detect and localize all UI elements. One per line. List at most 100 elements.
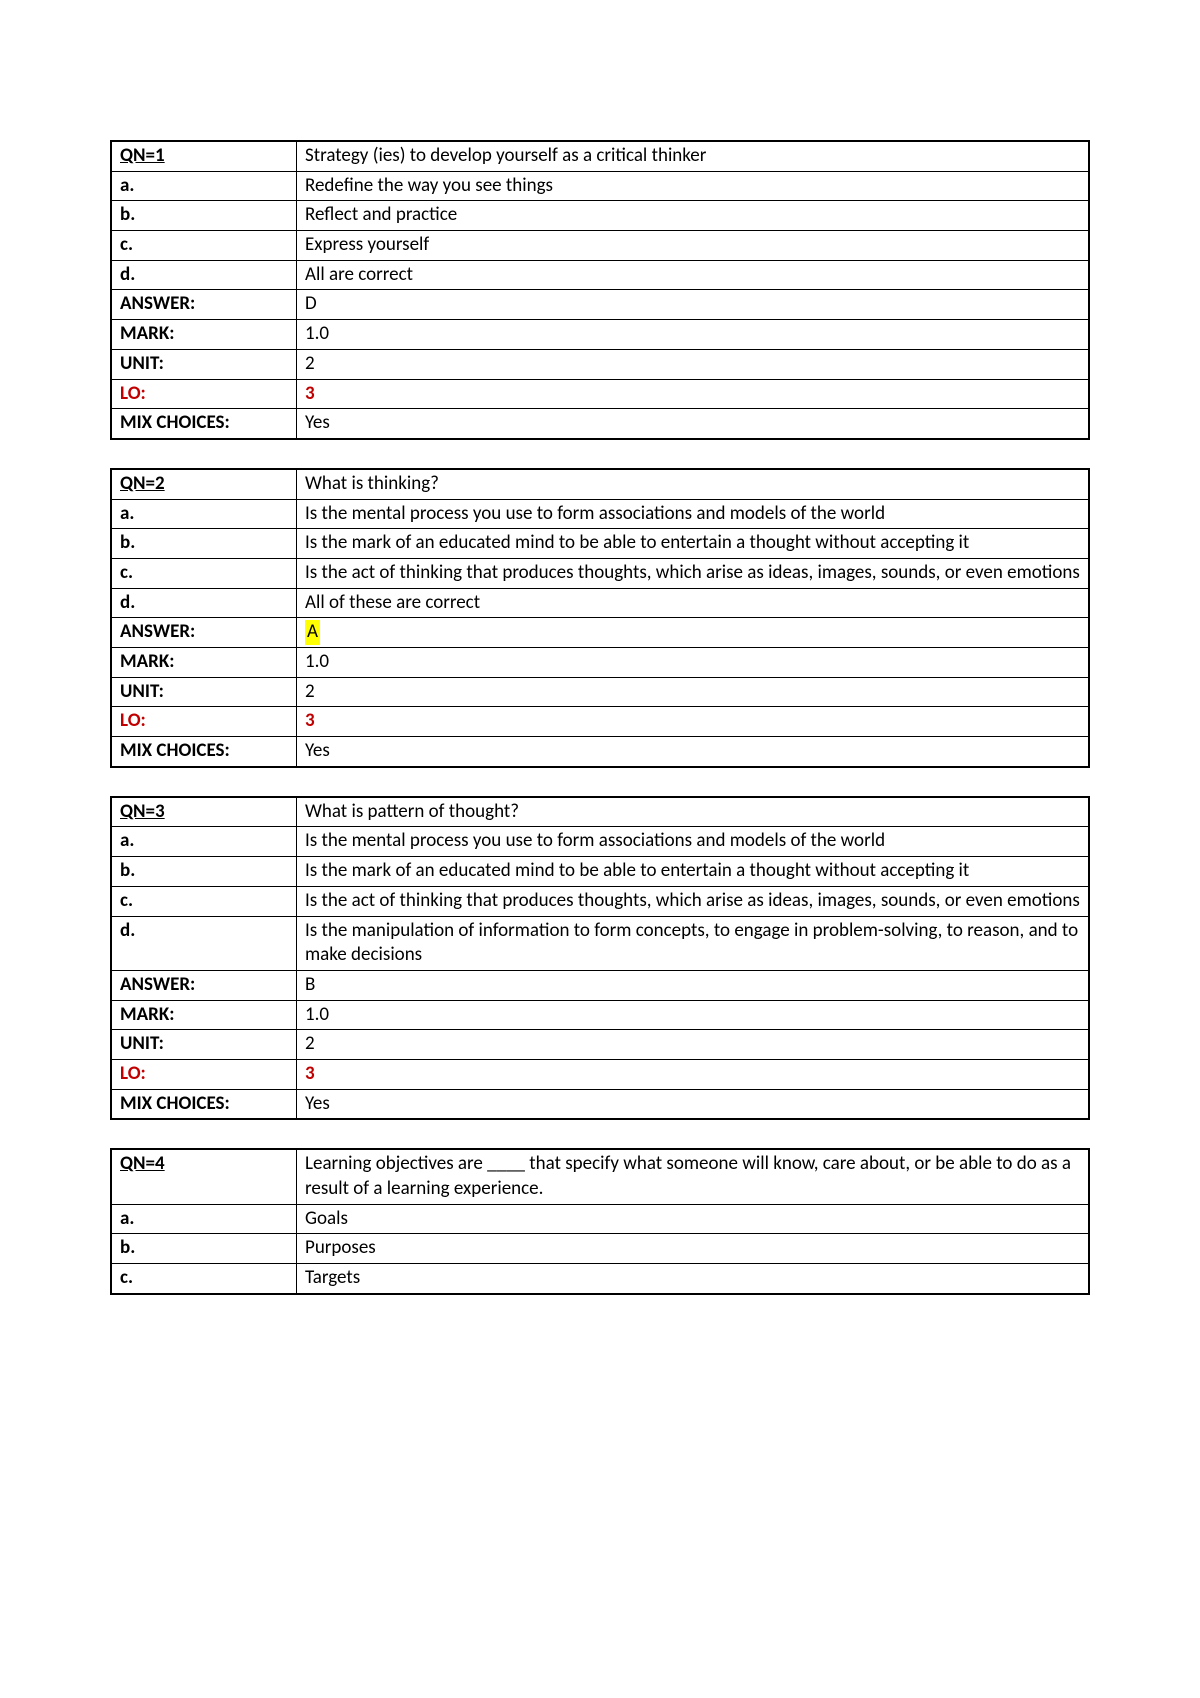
table-row: LO: 3 xyxy=(111,707,1089,737)
document-page: QN=1 Strategy (ies) to develop yourself … xyxy=(0,0,1200,1698)
option-text: Is the manipulation of information to fo… xyxy=(297,916,1090,970)
mark-value: 1.0 xyxy=(297,320,1090,350)
table-row: UNIT: 2 xyxy=(111,349,1089,379)
answer-label: ANSWER: xyxy=(111,618,297,648)
mix-value: Yes xyxy=(297,1089,1090,1119)
option-text: Is the mental process you use to form as… xyxy=(297,499,1090,529)
option-text: Redefine the way you see things xyxy=(297,171,1090,201)
table-row: d. All of these are correct xyxy=(111,588,1089,618)
question-table-4: QN=4 Learning objectives are ____ that s… xyxy=(110,1148,1090,1294)
unit-value: 2 xyxy=(297,349,1090,379)
unit-value: 2 xyxy=(297,1030,1090,1060)
option-text: Is the mark of an educated mind to be ab… xyxy=(297,529,1090,559)
table-row: QN=2 What is thinking? xyxy=(111,469,1089,499)
table-row: MARK: 1.0 xyxy=(111,320,1089,350)
table-row: LO: 3 xyxy=(111,379,1089,409)
question-table-2: QN=2 What is thinking? a. Is the mental … xyxy=(110,468,1090,768)
question-table-1: QN=1 Strategy (ies) to develop yourself … xyxy=(110,140,1090,440)
table-row: MIX CHOICES: Yes xyxy=(111,409,1089,439)
table-row: MIX CHOICES: Yes xyxy=(111,1089,1089,1119)
table-row: b. Purposes xyxy=(111,1234,1089,1264)
lo-label: LO: xyxy=(111,379,297,409)
table-row: MARK: 1.0 xyxy=(111,1000,1089,1030)
table-row: a. Redefine the way you see things xyxy=(111,171,1089,201)
option-label-b: b. xyxy=(111,857,297,887)
table-row: ANSWER: B xyxy=(111,970,1089,1000)
mark-value: 1.0 xyxy=(297,648,1090,678)
question-text: Learning objectives are ____ that specif… xyxy=(297,1149,1090,1204)
option-text: All of these are correct xyxy=(297,588,1090,618)
table-row: UNIT: 2 xyxy=(111,677,1089,707)
table-row: a. Is the mental process you use to form… xyxy=(111,827,1089,857)
answer-highlight: A xyxy=(305,620,320,645)
mix-label: MIX CHOICES: xyxy=(111,409,297,439)
table-row: QN=3 What is pattern of thought? xyxy=(111,797,1089,827)
option-label-b: b. xyxy=(111,529,297,559)
option-label-a: a. xyxy=(111,499,297,529)
option-text: Is the act of thinking that produces tho… xyxy=(297,886,1090,916)
option-label-a: a. xyxy=(111,827,297,857)
mix-value: Yes xyxy=(297,737,1090,767)
option-label-b: b. xyxy=(111,201,297,231)
question-text: What is pattern of thought? xyxy=(297,797,1090,827)
option-text: Reflect and practice xyxy=(297,201,1090,231)
mark-label: MARK: xyxy=(111,320,297,350)
option-text: Purposes xyxy=(297,1234,1090,1264)
option-label-c: c. xyxy=(111,558,297,588)
table-row: ANSWER: D xyxy=(111,290,1089,320)
option-label-c: c. xyxy=(111,231,297,261)
option-text: Is the mark of an educated mind to be ab… xyxy=(297,857,1090,887)
table-row: b. Reflect and practice xyxy=(111,201,1089,231)
lo-label: LO: xyxy=(111,1059,297,1089)
answer-value: A xyxy=(297,618,1090,648)
lo-value: 3 xyxy=(297,707,1090,737)
unit-label: UNIT: xyxy=(111,677,297,707)
qn-label: QN=2 xyxy=(120,472,165,495)
option-label-a: a. xyxy=(111,1204,297,1234)
answer-label: ANSWER: xyxy=(111,290,297,320)
answer-value: B xyxy=(297,970,1090,1000)
table-row: c. Targets xyxy=(111,1264,1089,1294)
qn-label: QN=4 xyxy=(120,1152,165,1175)
option-text: Goals xyxy=(297,1204,1090,1234)
option-label-c: c. xyxy=(111,886,297,916)
option-label-b: b. xyxy=(111,1234,297,1264)
mix-label: MIX CHOICES: xyxy=(111,737,297,767)
table-row: QN=1 Strategy (ies) to develop yourself … xyxy=(111,141,1089,171)
qn-label: QN=1 xyxy=(120,144,165,167)
option-text: Is the mental process you use to form as… xyxy=(297,827,1090,857)
mark-label: MARK: xyxy=(111,648,297,678)
table-row: c. Is the act of thinking that produces … xyxy=(111,886,1089,916)
table-row: QN=4 Learning objectives are ____ that s… xyxy=(111,1149,1089,1204)
table-row: b. Is the mark of an educated mind to be… xyxy=(111,857,1089,887)
table-row: LO: 3 xyxy=(111,1059,1089,1089)
answer-value: D xyxy=(297,290,1090,320)
table-row: a. Is the mental process you use to form… xyxy=(111,499,1089,529)
unit-label: UNIT: xyxy=(111,1030,297,1060)
unit-label: UNIT: xyxy=(111,349,297,379)
table-row: c. Is the act of thinking that produces … xyxy=(111,558,1089,588)
mix-value: Yes xyxy=(297,409,1090,439)
option-label-d: d. xyxy=(111,260,297,290)
question-text: What is thinking? xyxy=(297,469,1090,499)
option-text: Is the act of thinking that produces tho… xyxy=(297,558,1090,588)
question-table-3: QN=3 What is pattern of thought? a. Is t… xyxy=(110,796,1090,1121)
qn-label: QN=3 xyxy=(120,800,165,823)
table-row: b. Is the mark of an educated mind to be… xyxy=(111,529,1089,559)
option-text: Targets xyxy=(297,1264,1090,1294)
option-label-c: c. xyxy=(111,1264,297,1294)
mix-label: MIX CHOICES: xyxy=(111,1089,297,1119)
table-row: a. Goals xyxy=(111,1204,1089,1234)
option-label-d: d. xyxy=(111,588,297,618)
lo-value: 3 xyxy=(297,1059,1090,1089)
unit-value: 2 xyxy=(297,677,1090,707)
lo-label: LO: xyxy=(111,707,297,737)
mark-label: MARK: xyxy=(111,1000,297,1030)
lo-value: 3 xyxy=(297,379,1090,409)
option-text: All are correct xyxy=(297,260,1090,290)
table-row: c. Express yourself xyxy=(111,231,1089,261)
table-row: d. All are correct xyxy=(111,260,1089,290)
answer-label: ANSWER: xyxy=(111,970,297,1000)
table-row: d. Is the manipulation of information to… xyxy=(111,916,1089,970)
table-row: MARK: 1.0 xyxy=(111,648,1089,678)
